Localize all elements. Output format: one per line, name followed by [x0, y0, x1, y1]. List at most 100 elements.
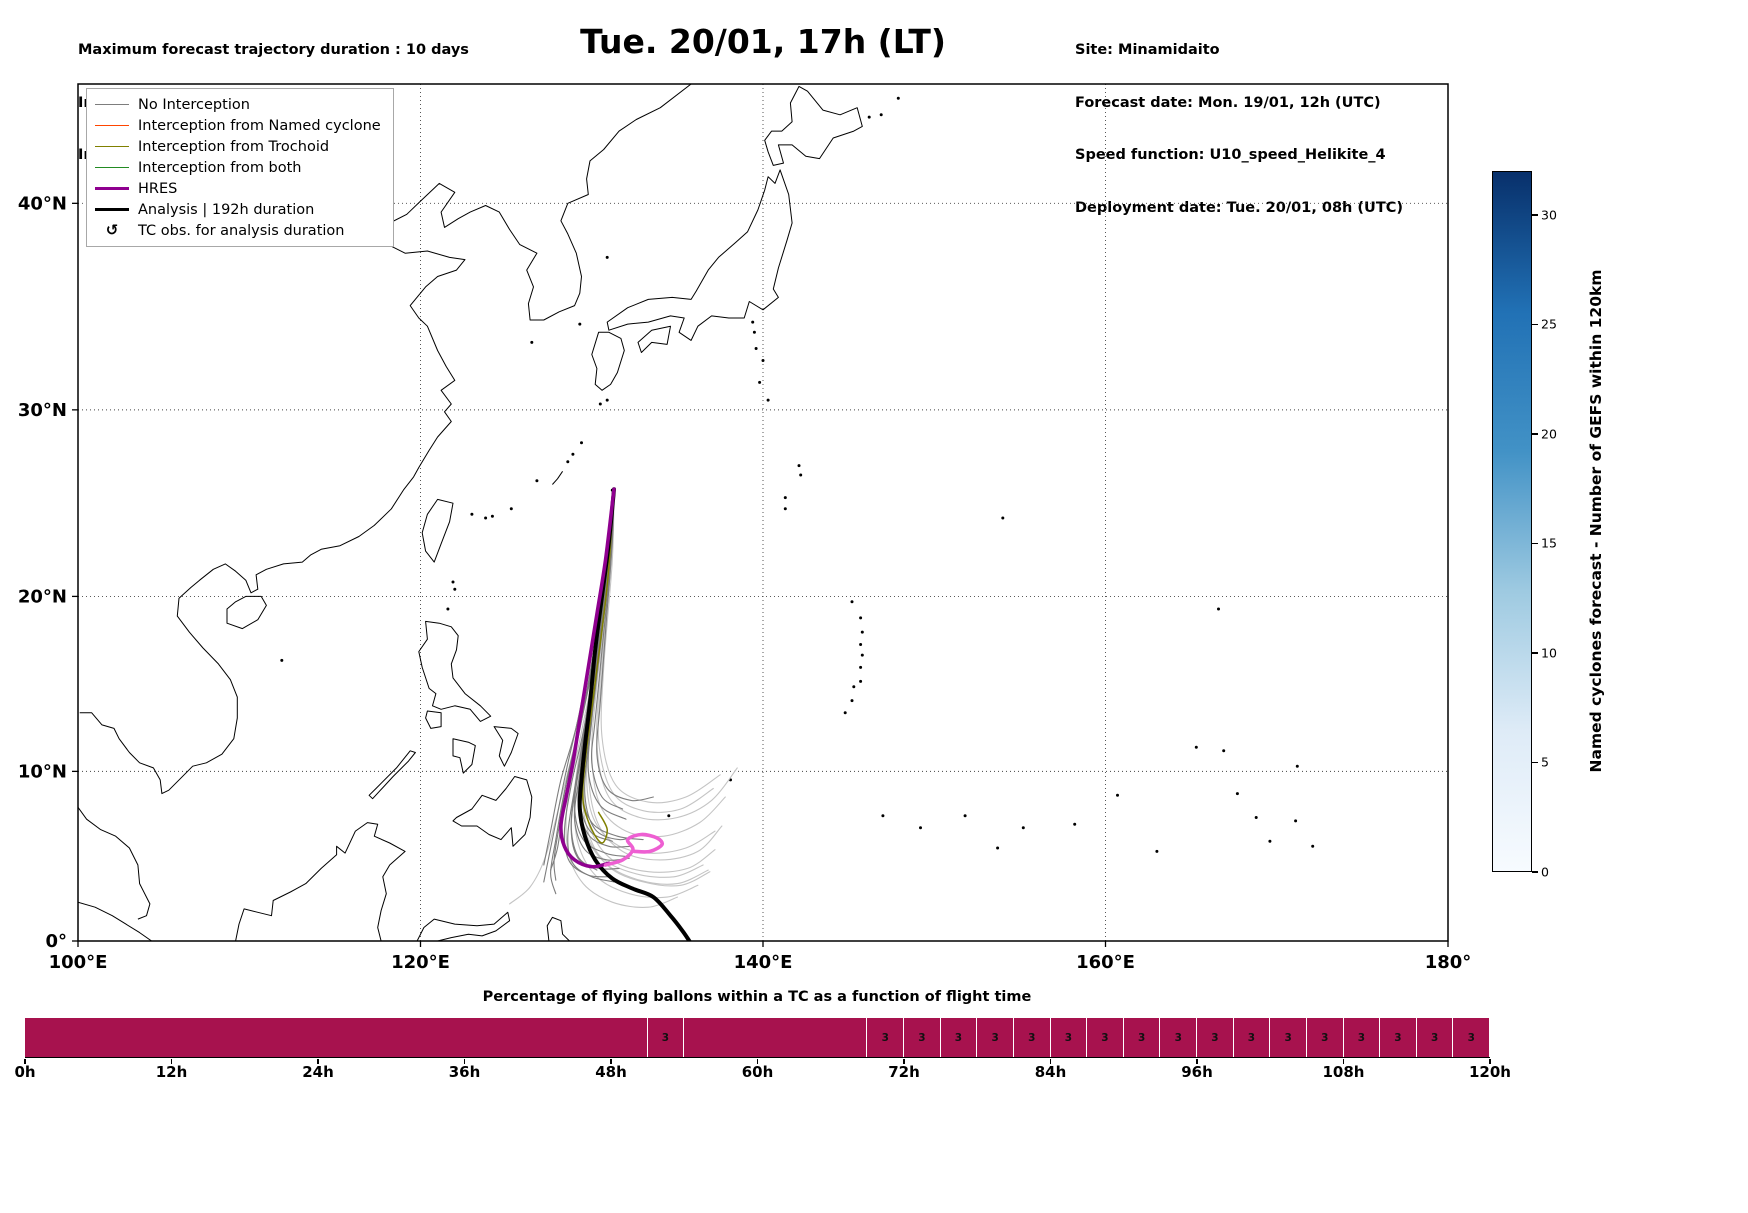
coastline-shikoku — [637, 325, 671, 353]
trajectory-no-interception-faded — [597, 488, 714, 813]
bar-segment: 3 — [1416, 1018, 1453, 1057]
trajectory-interception-trochoid — [581, 488, 615, 844]
bar-count-label: 3 — [1137, 1031, 1146, 1044]
bar-segment: 3 — [1306, 1018, 1343, 1057]
colorbar-axis-label: Named cyclones forecast - Number of GEFS… — [1587, 269, 1605, 773]
bottom-axis-tick — [1196, 1059, 1198, 1064]
colorbar-tick — [1532, 433, 1538, 435]
bar-segment: 3 — [1233, 1018, 1270, 1057]
coastline-luzon — [418, 620, 492, 722]
island-dot — [1021, 826, 1025, 830]
colorbar-tick-label: 30 — [1541, 207, 1557, 223]
island-dot — [859, 665, 863, 669]
island-dot — [605, 398, 609, 402]
bar-segment: 3 — [1050, 1018, 1087, 1057]
island-dot — [453, 587, 457, 591]
island-dot — [751, 320, 755, 324]
map-content — [78, 84, 1448, 941]
y-axis-tick-label: 0° — [45, 931, 67, 952]
x-axis-tick-label: 100°E — [49, 952, 108, 973]
island-dot — [867, 115, 871, 119]
bar-segment: 3 — [1087, 1018, 1123, 1057]
island-dot — [758, 380, 762, 384]
legend-item: Interception from Trochoid — [95, 136, 381, 157]
island-dot — [667, 814, 671, 818]
coastline-malay-peninsula — [78, 807, 151, 920]
island-dot — [1235, 792, 1239, 796]
colorbar — [1492, 171, 1532, 872]
colorbar-tick — [1532, 323, 1538, 326]
bar-segment: 3 — [647, 1018, 684, 1057]
figure-title: Tue. 20/01, 17h (LT) — [580, 22, 946, 61]
trajectory-no-interception-faded — [595, 488, 738, 821]
coastline-sulawesi-north — [416, 911, 511, 941]
coastline-hokkaido — [764, 85, 863, 166]
colorbar-tick-label: 10 — [1541, 645, 1557, 661]
bar-count-label: 3 — [1321, 1031, 1329, 1044]
bar-segment: 3 — [1197, 1018, 1233, 1057]
trajectory-no-interception — [596, 488, 654, 802]
bottom-axis-tick-label: 72h — [888, 1063, 920, 1081]
speed-function-text: Speed function: U10_speed_Helikite_4 — [1075, 147, 1386, 163]
island-dot — [859, 679, 863, 683]
max-duration-text: Maximum forecast trajectory duration : 1… — [78, 42, 469, 58]
island-dot — [1155, 849, 1159, 853]
x-axis-tick-label: 160°E — [1076, 952, 1135, 973]
bottom-axis-tick — [1049, 1059, 1052, 1064]
island-dot — [850, 699, 854, 703]
island-dot — [859, 643, 863, 646]
legend-label: Interception from both — [138, 159, 302, 176]
island-dot — [280, 658, 284, 662]
bottom-axis-tick-label: 96h — [1181, 1063, 1213, 1081]
bar-segment — [25, 1018, 647, 1057]
island-dot — [530, 340, 534, 344]
island-dot — [490, 514, 494, 518]
bar-count-label: 3 — [1211, 1031, 1219, 1044]
island-dot — [566, 460, 570, 464]
bar-segment: 3 — [1453, 1018, 1490, 1057]
bottom-axis-tick-label: 60h — [741, 1063, 774, 1081]
bar-segment: 3 — [867, 1018, 904, 1057]
island-dot — [1217, 607, 1220, 611]
coastline-hainan — [226, 595, 267, 630]
legend-item: ↺ TC obs. for analysis duration — [95, 220, 381, 241]
coastline-kyushu — [591, 331, 625, 391]
island-dot — [752, 330, 756, 334]
deployment-date-text: Deployment date: Tue. 20/01, 08h (UTC) — [1075, 199, 1403, 216]
bar-segment: 3 — [977, 1018, 1013, 1057]
island-dot — [799, 473, 803, 477]
bar-count-label: 3 — [881, 1031, 889, 1044]
legend-line-sample — [95, 186, 129, 191]
island-dot — [1311, 844, 1315, 848]
bar-segment: 3 — [1013, 1018, 1050, 1057]
island-dot — [578, 322, 582, 326]
y-axis-tick-label: 10°N — [18, 761, 67, 782]
bar-count-label: 3 — [1247, 1031, 1256, 1044]
island-dot — [451, 580, 455, 584]
bottom-axis-tick — [1489, 1059, 1491, 1064]
bar-segment: 3 — [1123, 1018, 1160, 1057]
coastline-mindoro — [425, 710, 442, 729]
bottom-axis-tick-label: 24h — [302, 1063, 334, 1081]
island-dot — [766, 398, 770, 402]
y-axis-tick-label: 20°N — [18, 586, 67, 607]
y-axis-tick-label: 30°N — [18, 400, 67, 421]
bottom-axis-tick-label: 108h — [1322, 1063, 1365, 1081]
tc-obs-marker-icon: ↺ — [105, 221, 119, 239]
y-axis-tick-label: 40°N — [18, 193, 67, 214]
bar-segment: 3 — [1343, 1018, 1380, 1057]
bar-segment: 3 — [904, 1018, 940, 1057]
island-dot — [1294, 819, 1298, 823]
trajectory-no-interception — [563, 488, 615, 878]
bar-segment — [684, 1018, 867, 1057]
coastline-samar-leyte — [493, 726, 519, 767]
island-dot — [850, 600, 854, 604]
island-dot — [1194, 745, 1198, 749]
bar-segment: 3 — [940, 1018, 977, 1057]
bar-count-label: 3 — [1064, 1031, 1072, 1044]
bottom-axis-tick — [1342, 1059, 1345, 1064]
colorbar-tick-label: 20 — [1541, 426, 1557, 442]
coastline-panay-negros — [452, 738, 476, 774]
island-dot — [1254, 816, 1258, 819]
